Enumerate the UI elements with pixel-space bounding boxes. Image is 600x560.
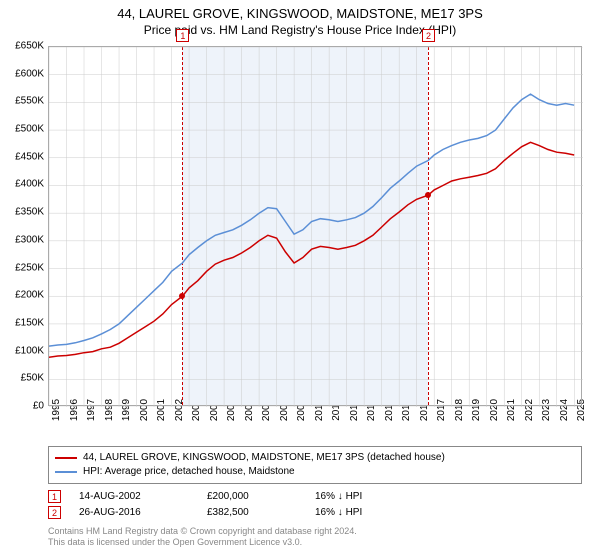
sales-date-1: 14-AUG-2002 (79, 491, 189, 502)
ytick-label: £100K (15, 345, 44, 356)
ytick-label: £400K (15, 179, 44, 190)
ytick-label: £200K (15, 290, 44, 301)
sale-point-1 (179, 293, 185, 299)
legend: 44, LAUREL GROVE, KINGSWOOD, MAIDSTONE, … (48, 446, 582, 484)
footer-line-1: Contains HM Land Registry data © Crown c… (48, 526, 582, 537)
legend-item-hpi: HPI: Average price, detached house, Maid… (55, 465, 575, 479)
ytick-label: £550K (15, 96, 44, 107)
sales-row-2: 2 26-AUG-2016 £382,500 16% ↓ HPI (48, 504, 582, 520)
sales-diff-1: 16% ↓ HPI (315, 491, 405, 502)
sales-price-1: £200,000 (207, 491, 297, 502)
gridlines (49, 47, 583, 407)
sale-marker-box-1: 1 (176, 29, 189, 42)
sales-row-1: 1 14-AUG-2002 £200,000 16% ↓ HPI (48, 488, 582, 504)
title-block: 44, LAUREL GROVE, KINGSWOOD, MAIDSTONE, … (0, 0, 600, 41)
ytick-label: £500K (15, 124, 44, 135)
sales-marker-2: 2 (48, 506, 61, 519)
sales-table: 1 14-AUG-2002 £200,000 16% ↓ HPI 2 26-AU… (48, 488, 582, 520)
legend-swatch-hpi (55, 471, 77, 473)
footer-attribution: Contains HM Land Registry data © Crown c… (48, 526, 582, 548)
sales-marker-1: 1 (48, 490, 61, 503)
ytick-label: £300K (15, 234, 44, 245)
footer-line-2: This data is licensed under the Open Gov… (48, 537, 582, 548)
sale-point-2 (425, 192, 431, 198)
legend-label-hpi: HPI: Average price, detached house, Maid… (83, 465, 295, 479)
plot-area: 1 2 (48, 46, 582, 406)
ytick-label: £250K (15, 262, 44, 273)
ytick-label: £600K (15, 68, 44, 79)
legend-label-price: 44, LAUREL GROVE, KINGSWOOD, MAIDSTONE, … (83, 451, 445, 465)
ytick-label: £350K (15, 207, 44, 218)
sales-diff-2: 16% ↓ HPI (315, 507, 405, 518)
sales-price-2: £382,500 (207, 507, 297, 518)
sales-date-2: 26-AUG-2016 (79, 507, 189, 518)
chart-svg (49, 47, 583, 407)
chart-title: 44, LAUREL GROVE, KINGSWOOD, MAIDSTONE, … (0, 6, 600, 21)
chart-container: 44, LAUREL GROVE, KINGSWOOD, MAIDSTONE, … (0, 0, 600, 560)
legend-swatch-price (55, 457, 77, 459)
ytick-label: £650K (15, 41, 44, 52)
ytick-label: £0 (33, 401, 44, 412)
legend-item-price: 44, LAUREL GROVE, KINGSWOOD, MAIDSTONE, … (55, 451, 575, 465)
ytick-label: £50K (21, 373, 44, 384)
chart-subtitle: Price paid vs. HM Land Registry's House … (0, 23, 600, 37)
ytick-label: £450K (15, 151, 44, 162)
sale-marker-box-2: 2 (422, 29, 435, 42)
ytick-label: £150K (15, 317, 44, 328)
